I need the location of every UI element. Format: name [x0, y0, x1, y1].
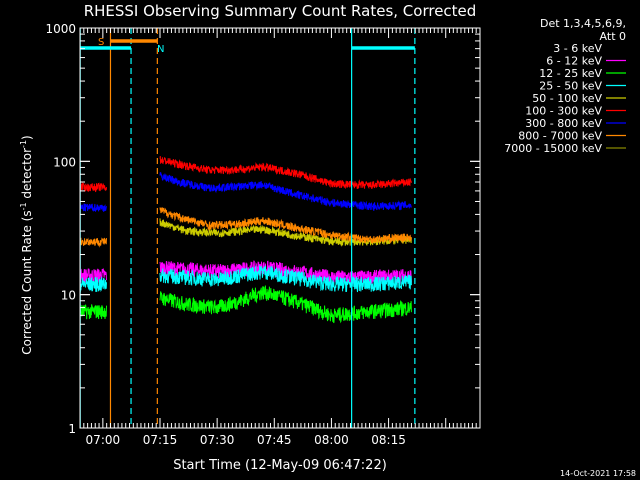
series-line-2-segment-1 — [159, 285, 412, 324]
y-axis-label: Corrected Count Rate (s-1 detector-1) — [19, 135, 34, 354]
series-line-7-segment-1 — [159, 206, 412, 244]
series-line-5-segment-1 — [159, 156, 412, 190]
legend-label-2: 12 - 25 keV — [539, 67, 602, 80]
series-line-6-segment-0 — [79, 203, 107, 212]
x-tick-label-1: 07:15 — [143, 433, 178, 447]
x-tick-label-3: 07:45 — [257, 433, 292, 447]
series-line-6-segment-1 — [159, 172, 412, 211]
series-line-1-segment-0 — [79, 267, 107, 283]
x-axis-label: Start Time (12-May-09 06:47:22) — [173, 458, 387, 473]
x-tick-label-4: 08:00 — [314, 433, 349, 447]
legend-label-1: 6 - 12 keV — [546, 55, 602, 68]
plot-marks: SN — [79, 28, 416, 428]
series-line-5-segment-0 — [79, 182, 107, 193]
y-tick-label-2: 100 — [53, 155, 76, 169]
series-line-7-segment-0 — [79, 237, 107, 248]
x-tick-label-2: 07:30 — [200, 433, 235, 447]
series-line-4-segment-1 — [159, 218, 412, 247]
x-tick-label-5: 08:15 — [371, 433, 406, 447]
legend-label-4: 50 - 100 keV — [532, 92, 602, 105]
series-line-3-segment-0 — [79, 276, 107, 293]
y-tick-label-0: 1 — [68, 422, 76, 436]
legend-header-detectors: Det 1,3,4,5,6,9, — [540, 17, 626, 30]
legend-header-attenuator: Att 0 — [600, 30, 626, 43]
axes: 07:00 07:15 07:30 07:45 08:00 08:15 1 10 100 1000 — [45, 22, 481, 447]
legend-label-8: 7000 - 15000 keV — [504, 142, 602, 155]
y-tick-label-1: 10 — [61, 289, 76, 303]
legend-label-6: 300 - 800 keV — [525, 117, 602, 130]
y-tick-label-3: 1000 — [45, 22, 76, 36]
series-line-0-segment-0 — [79, 288, 107, 308]
series-line-2-segment-0 — [79, 304, 107, 320]
footer-timestamp: 14-Oct-2021 17:58 — [560, 469, 636, 478]
legend-label-0: 3 - 6 keV — [553, 42, 602, 55]
legend-label-7: 800 - 7000 keV — [518, 130, 602, 143]
series-line-3-segment-1 — [159, 265, 412, 293]
night-label: N — [157, 44, 164, 55]
legend-label-3: 25 - 50 keV — [539, 80, 602, 93]
chart-title: RHESSI Observing Summary Count Rates, Co… — [84, 2, 477, 20]
saa-label: S — [98, 37, 104, 48]
plot-frame — [79, 27, 481, 429]
legend-label-5: 100 - 300 keV — [525, 105, 602, 118]
x-tick-label-0: 07:00 — [86, 433, 121, 447]
series-line-0-segment-1 — [159, 275, 412, 305]
